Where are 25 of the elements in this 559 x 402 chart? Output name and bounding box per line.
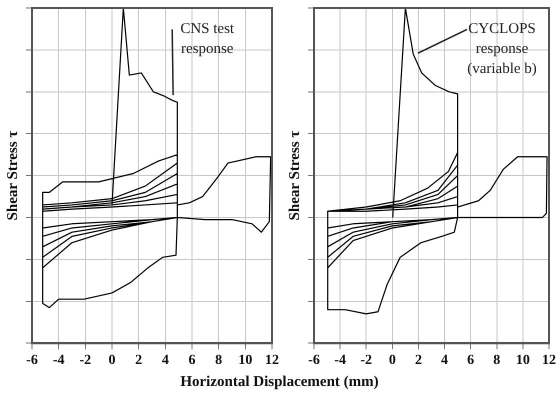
x-tick-label: 10 — [238, 353, 252, 368]
annotation: CNS test response — [180, 20, 235, 57]
x-tick-label: -4 — [52, 353, 65, 368]
y-axis-title: Shear Stress τ — [286, 130, 303, 220]
x-tick-label: 6 — [467, 353, 474, 368]
x-tick-label: -2 — [360, 353, 372, 368]
x-tick-label: 8 — [493, 353, 500, 368]
x-tick-label: 2 — [135, 353, 142, 368]
x-tick-label: 10 — [516, 353, 530, 368]
x-tick-label: 4 — [162, 353, 169, 368]
x-tick-label: 4 — [441, 353, 448, 368]
x-tick-label: -6 — [308, 353, 320, 368]
x-tick-label: 0 — [108, 353, 116, 368]
x-tick-label: 6 — [188, 353, 196, 368]
x-tick-label: 12 — [542, 353, 556, 368]
x-tick-label: 0 — [388, 353, 396, 368]
x-tick-label: -6 — [26, 353, 38, 368]
x-tick-label: -4 — [334, 353, 346, 368]
y-axis-title: Shear Stress τ — [4, 130, 21, 220]
annotation: CYCLOPS response (variable b) — [467, 20, 537, 77]
x-tick-label: -2 — [79, 353, 92, 368]
x-tick-label: 12 — [265, 353, 279, 368]
x-tick-label: 8 — [215, 353, 222, 368]
x-axis-title: Horizontal Displacement (mm) — [179, 374, 380, 391]
x-tick-label: 2 — [414, 353, 422, 368]
